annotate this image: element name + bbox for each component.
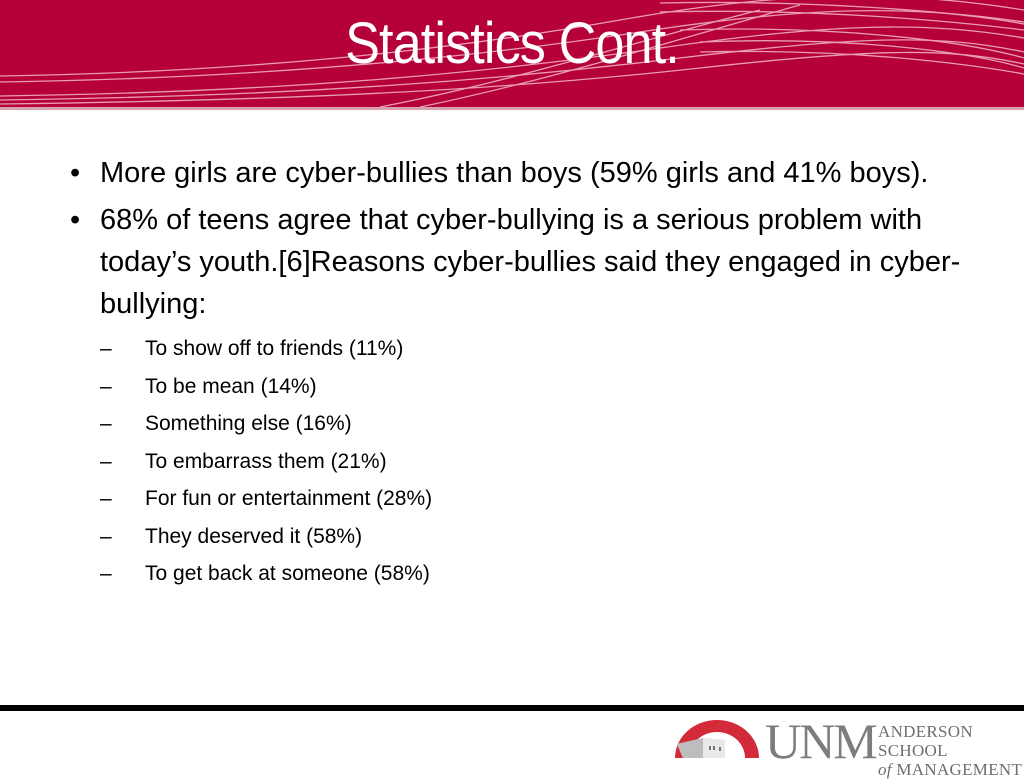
bullet-text: 68% of teens agree that cyber-bullying i…	[100, 204, 961, 320]
footer-divider	[0, 705, 1024, 711]
sub-bullet-text: To get back at someone (58%)	[145, 562, 430, 585]
bullet-marker: •	[70, 204, 81, 236]
sub-bullet-text: To show off to friends (11%)	[145, 337, 404, 360]
sub-bullet-list: – To show off to friends (11%) – To be m…	[70, 330, 970, 593]
header-divider	[0, 107, 1024, 110]
slide-title: Statistics Cont.	[345, 11, 680, 76]
school-name-of: of	[878, 760, 892, 779]
bullet-text: More girls are cyber-bullies than boys (…	[100, 157, 929, 189]
sub-bullet-item: – They deserved it (58%)	[100, 518, 970, 556]
sub-bullet-item: – Something else (16%)	[100, 405, 970, 443]
slide-header: Statistics Cont.	[0, 0, 1024, 107]
sub-bullet-marker: –	[100, 449, 112, 473]
sub-bullet-text: Something else (16%)	[145, 412, 352, 435]
sub-bullet-marker: –	[100, 524, 112, 548]
sub-bullet-marker: –	[100, 487, 112, 510]
sub-bullet-text: They deserved it (58%)	[145, 524, 363, 548]
sub-bullet-text: To embarrass them (21%)	[145, 449, 387, 473]
sub-bullet-item: – To show off to friends (11%)	[100, 330, 970, 368]
unm-wordmark: UNM	[765, 713, 878, 769]
sub-bullet-marker: –	[100, 374, 112, 398]
sub-bullet-marker: –	[100, 337, 112, 360]
school-name: ANDERSON SCHOOL of MANAGEMENT	[878, 722, 1023, 779]
decorative-wave-lines-icon	[0, 0, 1024, 107]
sub-bullet-item: – To be mean (14%)	[100, 368, 970, 406]
sub-bullet-marker: –	[100, 562, 112, 585]
bullet-marker: •	[70, 157, 81, 189]
sub-bullet-item: – For fun or entertainment (28%)	[100, 480, 970, 518]
sub-bullet-text: For fun or entertainment (28%)	[145, 487, 433, 510]
slide-body: • More girls are cyber-bullies than boys…	[70, 152, 970, 593]
sub-bullet-marker: –	[100, 412, 112, 435]
sub-bullet-item: – To get back at someone (58%)	[100, 555, 970, 593]
school-name-management: MANAGEMENT	[891, 760, 1023, 779]
school-name-line2: of MANAGEMENT	[878, 760, 1023, 779]
sub-bullet-text: To be mean (14%)	[145, 374, 317, 398]
sub-bullet-item: – To embarrass them (21%)	[100, 443, 970, 481]
unm-anderson-logo: UNM ANDERSON SCHOOL of MANAGEMENT	[673, 713, 1023, 779]
bullet-item: • More girls are cyber-bullies than boys…	[70, 152, 970, 194]
school-name-line1: ANDERSON SCHOOL	[878, 722, 973, 760]
unm-arch-logo-icon	[675, 720, 759, 758]
bullet-item: • 68% of teens agree that cyber-bullying…	[70, 199, 970, 325]
